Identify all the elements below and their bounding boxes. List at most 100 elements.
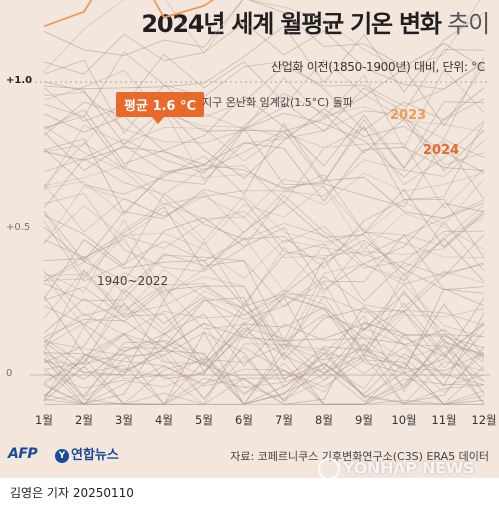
history-line <box>43 170 485 216</box>
history-line <box>43 142 485 202</box>
yonhap-logo-text: 연합뉴스 <box>71 448 119 463</box>
history-line <box>43 201 485 282</box>
history-line <box>43 220 485 282</box>
history-line <box>43 342 485 405</box>
history-line <box>43 288 485 373</box>
page-title: 2024년 세계 월평균 기온 변화 추이 <box>141 4 490 39</box>
history-line <box>43 290 485 365</box>
history-line <box>43 340 485 405</box>
history-line <box>43 353 485 405</box>
watermark-circle-icon <box>318 458 340 480</box>
reporter-credit: 김영은 기자 20250110 <box>10 486 134 500</box>
history-line <box>43 326 485 405</box>
history-lines-1940-2022 <box>43 0 485 406</box>
series-label-2023: 2023 <box>390 108 427 123</box>
history-line <box>43 120 485 204</box>
y-tick-label-2: +1.0 <box>6 75 33 86</box>
history-line <box>43 294 485 369</box>
history-line <box>43 295 485 379</box>
history-line <box>43 210 485 281</box>
history-line <box>43 12 485 93</box>
history-line <box>43 285 485 361</box>
x-tick-label-11: 12월 <box>471 413 497 427</box>
history-line <box>43 178 485 258</box>
chart-subtitle: 산업화 이전(1850-1900년) 대비, 단위: °C <box>271 60 485 74</box>
watermark-text: YONHAP NEWS <box>343 458 475 478</box>
history-line <box>43 56 485 140</box>
history-line <box>43 234 485 308</box>
history-line <box>43 296 485 376</box>
history-line <box>43 174 485 247</box>
x-tick-label-2: 3월 <box>115 413 133 427</box>
x-tick-label-0: 1월 <box>35 413 53 427</box>
average-badge: 평균 1.6 °C <box>116 92 205 124</box>
yonhap-watermark: YONHAP NEWS <box>318 458 475 480</box>
history-line <box>43 263 485 351</box>
history-line <box>43 0 485 69</box>
history-line <box>43 192 485 273</box>
history-line <box>43 0 481 72</box>
history-line <box>43 124 485 209</box>
history-line <box>43 281 485 356</box>
history-line <box>43 65 485 145</box>
history-line <box>43 122 485 200</box>
history-line <box>43 92 485 173</box>
x-tick-label-10: 11월 <box>431 413 457 427</box>
history-line <box>43 204 485 282</box>
history-line <box>43 368 485 405</box>
title-bold: 2024년 세계 월평균 기온 변화 <box>141 10 442 38</box>
threshold-annotation: 지구 온난화 임계값(1.5°C) 돌파 <box>202 96 353 109</box>
history-line <box>43 59 485 135</box>
history-line <box>43 288 485 370</box>
x-tick-label-4: 5월 <box>195 413 213 427</box>
history-line <box>43 322 485 400</box>
history-line <box>43 290 485 376</box>
history-line <box>43 334 485 405</box>
history-line <box>43 193 485 269</box>
history-line <box>43 270 485 356</box>
history-line <box>43 127 485 209</box>
y-tick-label-4: 0 <box>6 368 13 379</box>
history-line <box>43 331 485 406</box>
history-line <box>43 138 485 219</box>
x-tick-label-7: 8월 <box>315 413 333 427</box>
x-tick-label-5: 6월 <box>235 413 253 427</box>
series-line-2023 <box>43 0 215 28</box>
x-tick-label-3: 4월 <box>155 413 173 427</box>
temperature-chart <box>30 0 490 406</box>
history-line <box>43 242 485 315</box>
y-tick-label-3: +0.5 <box>6 221 31 233</box>
history-line <box>43 112 485 185</box>
history-line <box>43 333 485 390</box>
history-line <box>43 329 485 398</box>
yonhap-mark-icon: Y <box>55 448 69 463</box>
x-tick-label-8: 9월 <box>355 413 373 427</box>
history-line <box>43 357 484 405</box>
history-line <box>43 254 485 342</box>
history-line <box>43 339 485 405</box>
history-line <box>43 51 485 118</box>
history-line <box>43 21 485 90</box>
history-line <box>43 315 485 393</box>
history-line <box>43 217 485 297</box>
history-line <box>43 344 484 405</box>
series-lines <box>43 0 215 28</box>
history-line <box>43 164 485 243</box>
history-line <box>43 87 485 169</box>
afp-logo: AFP <box>8 446 38 462</box>
history-line <box>43 185 485 251</box>
history-line <box>43 202 485 291</box>
history-line <box>43 351 485 405</box>
history-line <box>43 310 485 399</box>
history-line <box>43 125 485 205</box>
history-line <box>43 262 485 336</box>
x-tick-label-9: 10월 <box>391 413 417 427</box>
source-note: 자료: 코페르니쿠스 기후변화연구소(C3S) ERA5 데이터 <box>230 450 489 463</box>
history-line <box>44 346 485 405</box>
yonhap-logo: Y 연합뉴스 <box>55 444 119 463</box>
history-range-label: 1940~2022 <box>97 274 169 288</box>
history-line <box>43 238 485 307</box>
x-tick-label-1: 2월 <box>75 413 93 427</box>
history-line <box>43 107 485 179</box>
history-line <box>43 69 485 149</box>
